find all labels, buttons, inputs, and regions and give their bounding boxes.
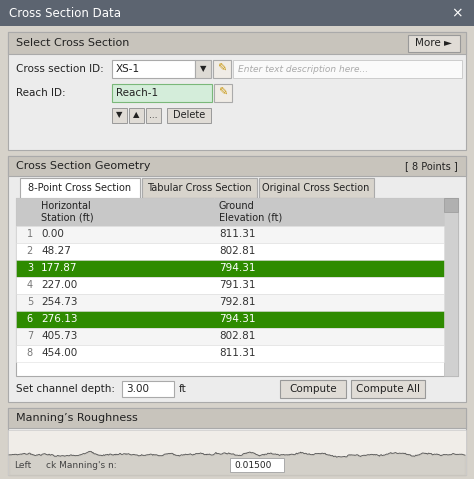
Bar bbox=[16, 260, 444, 277]
Bar bbox=[8, 156, 466, 176]
Bar bbox=[16, 311, 444, 328]
Text: 5: 5 bbox=[27, 297, 33, 307]
Bar bbox=[16, 226, 444, 243]
Text: Cross Section Geometry: Cross Section Geometry bbox=[16, 161, 151, 171]
Text: 792.81: 792.81 bbox=[219, 297, 255, 307]
Text: 0.00: 0.00 bbox=[41, 229, 64, 239]
Text: Compute All: Compute All bbox=[356, 384, 420, 394]
Text: 0.01500: 0.01500 bbox=[234, 460, 272, 469]
Text: 4: 4 bbox=[27, 280, 33, 290]
Text: 177.87: 177.87 bbox=[41, 263, 78, 273]
Text: Cross Section Data: Cross Section Data bbox=[9, 7, 121, 20]
Bar bbox=[351, 380, 425, 398]
Text: 802.81: 802.81 bbox=[219, 331, 255, 341]
Text: Delete: Delete bbox=[173, 110, 205, 120]
Bar bbox=[230, 458, 284, 472]
Text: 8: 8 bbox=[27, 348, 33, 358]
Text: Select Cross Section: Select Cross Section bbox=[16, 38, 129, 48]
Text: ft: ft bbox=[179, 384, 187, 394]
Text: 405.73: 405.73 bbox=[41, 331, 77, 341]
Bar bbox=[280, 380, 346, 398]
Bar bbox=[16, 198, 458, 376]
Bar bbox=[213, 60, 231, 78]
Bar bbox=[146, 108, 161, 123]
Bar bbox=[122, 381, 174, 397]
Text: 794.31: 794.31 bbox=[219, 314, 255, 324]
Bar bbox=[8, 32, 466, 150]
Text: Set channel depth:: Set channel depth: bbox=[16, 384, 115, 394]
Bar bbox=[16, 198, 444, 226]
Text: Reach ID:: Reach ID: bbox=[16, 88, 65, 98]
Text: 454.00: 454.00 bbox=[41, 348, 77, 358]
Bar bbox=[20, 178, 140, 198]
Text: Cross section ID:: Cross section ID: bbox=[16, 64, 104, 74]
Bar bbox=[444, 198, 458, 212]
Text: Original Cross Section: Original Cross Section bbox=[262, 183, 370, 193]
Bar bbox=[16, 277, 444, 294]
Text: 3: 3 bbox=[27, 263, 33, 273]
Bar bbox=[16, 345, 444, 362]
Text: ▼: ▼ bbox=[200, 65, 206, 73]
Bar bbox=[16, 243, 444, 260]
Text: …: … bbox=[149, 111, 157, 119]
Text: ✎: ✎ bbox=[217, 64, 227, 74]
Text: 802.81: 802.81 bbox=[219, 246, 255, 256]
Bar bbox=[233, 60, 462, 78]
Bar bbox=[214, 84, 232, 102]
Bar bbox=[167, 108, 211, 123]
Text: 2: 2 bbox=[27, 246, 33, 256]
Text: ×: × bbox=[451, 6, 463, 20]
Bar bbox=[259, 178, 374, 198]
Text: ✎: ✎ bbox=[219, 88, 228, 98]
Text: Manning’s Roughness: Manning’s Roughness bbox=[16, 413, 138, 423]
Text: 48.27: 48.27 bbox=[41, 246, 71, 256]
Text: 276.13: 276.13 bbox=[41, 314, 78, 324]
Text: Left: Left bbox=[14, 460, 31, 469]
Text: ck Manning's n:: ck Manning's n: bbox=[46, 460, 117, 469]
Text: 791.31: 791.31 bbox=[219, 280, 255, 290]
Text: 811.31: 811.31 bbox=[219, 348, 255, 358]
Text: 1: 1 bbox=[27, 229, 33, 239]
Bar bbox=[8, 408, 466, 475]
Bar bbox=[8, 32, 466, 54]
Bar bbox=[112, 84, 212, 102]
Text: Compute: Compute bbox=[289, 384, 337, 394]
Text: ▲: ▲ bbox=[133, 111, 139, 119]
Bar bbox=[16, 328, 444, 345]
Text: Tabular Cross Section: Tabular Cross Section bbox=[146, 183, 251, 193]
Text: 3.00: 3.00 bbox=[126, 384, 149, 394]
Bar bbox=[112, 108, 127, 123]
Bar bbox=[129, 108, 144, 123]
Text: 6: 6 bbox=[27, 314, 33, 324]
Text: More ►: More ► bbox=[416, 38, 453, 48]
Bar bbox=[112, 60, 195, 78]
Text: [ 8 Points ]: [ 8 Points ] bbox=[405, 161, 458, 171]
Text: Horizontal
Station (ft): Horizontal Station (ft) bbox=[41, 201, 94, 223]
Text: Reach-1: Reach-1 bbox=[116, 88, 158, 98]
Bar bbox=[8, 430, 466, 475]
Text: XS-1: XS-1 bbox=[116, 64, 140, 74]
Bar bbox=[444, 198, 458, 376]
Text: 8-Point Cross Section: 8-Point Cross Section bbox=[28, 183, 132, 193]
Text: 7: 7 bbox=[27, 331, 33, 341]
Bar bbox=[0, 0, 474, 26]
Bar bbox=[142, 178, 257, 198]
Text: 811.31: 811.31 bbox=[219, 229, 255, 239]
Text: ▼: ▼ bbox=[116, 111, 122, 119]
Bar bbox=[16, 294, 444, 311]
Bar bbox=[8, 408, 466, 428]
Bar bbox=[408, 35, 460, 52]
Text: Enter text description here...: Enter text description here... bbox=[238, 65, 368, 73]
Text: 794.31: 794.31 bbox=[219, 263, 255, 273]
Text: 227.00: 227.00 bbox=[41, 280, 77, 290]
Bar bbox=[195, 60, 211, 78]
Text: Ground
Elevation (ft): Ground Elevation (ft) bbox=[219, 201, 282, 223]
Bar bbox=[8, 156, 466, 402]
Text: 254.73: 254.73 bbox=[41, 297, 78, 307]
